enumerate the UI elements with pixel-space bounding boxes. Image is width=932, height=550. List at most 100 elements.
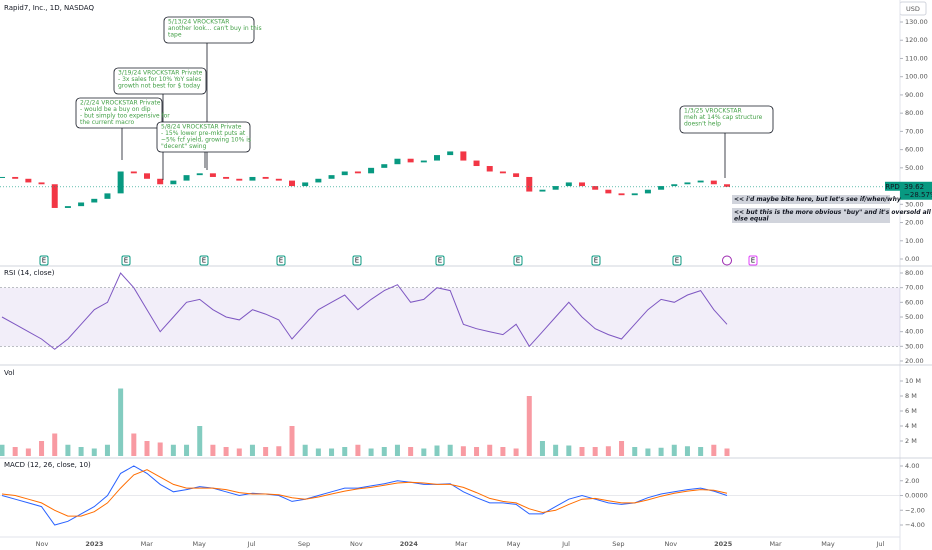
x-tick-label: Mar [455, 540, 468, 548]
volume-bar [249, 444, 255, 456]
earnings-label: E [355, 257, 359, 265]
y-tick-label: 40.00 [905, 328, 924, 336]
volume-bar [724, 448, 730, 456]
candle [275, 178, 282, 181]
candle [368, 167, 375, 174]
candle [0, 176, 5, 178]
note-text: else equal [734, 216, 770, 223]
volume-bar [197, 426, 203, 456]
earnings-marker [672, 255, 682, 266]
volume-bar [684, 446, 690, 456]
callout-box [156, 121, 251, 153]
callout-text: the current macro [80, 119, 134, 126]
candle [644, 189, 651, 194]
volume-bar [605, 446, 611, 456]
line [1, 469, 728, 517]
candle [249, 176, 256, 181]
candle [354, 171, 361, 174]
earnings-marker [121, 255, 131, 266]
volume-bar [289, 426, 295, 456]
candle [539, 189, 546, 192]
candle [51, 184, 58, 208]
candle [618, 193, 625, 196]
volume-bar [25, 448, 31, 456]
volume-bar [276, 446, 282, 456]
dividend-marker [722, 255, 732, 266]
volume-bar [658, 447, 664, 456]
y-tick-label: 30.00 [905, 200, 924, 208]
currency[interactable]: USD [906, 5, 920, 13]
y-tick-label: 110.00 [905, 54, 928, 62]
volume-bar [0, 444, 5, 456]
callout-box [75, 97, 163, 129]
callout-text: growth not best for $ today [118, 83, 201, 90]
volume-bar [566, 445, 572, 456]
candle [697, 180, 704, 183]
y-tick-label: 30.00 [905, 342, 924, 350]
volume-bar [671, 444, 677, 456]
volume-bar [381, 447, 387, 456]
y-tick-label: 50.00 [905, 164, 924, 172]
callout-text: 1/3/25 VROCKSTAR [684, 108, 742, 115]
volume-bar [474, 447, 480, 456]
earnings-label: E [42, 257, 46, 265]
change-label: −28.57% [904, 191, 932, 199]
candle [434, 155, 440, 161]
candle [130, 171, 137, 174]
volume-bar [539, 441, 545, 456]
candle [499, 171, 506, 174]
x-tick-label: Jul [561, 540, 570, 548]
candle [473, 160, 480, 167]
earnings-marker [276, 255, 286, 266]
candle [91, 198, 98, 203]
candle [420, 160, 427, 163]
note-box [732, 208, 890, 223]
candle [671, 184, 678, 187]
volume-bar [460, 446, 466, 456]
candle [341, 171, 348, 176]
candle [407, 158, 414, 163]
candle [302, 182, 309, 187]
volume-bar [434, 445, 440, 456]
y-tick-label: 130.00 [905, 18, 928, 26]
y-tick-label: 60.00 [905, 146, 924, 154]
candle [64, 206, 71, 208]
candle [552, 186, 559, 190]
volume-bar [421, 448, 427, 456]
x-tick-label: May [192, 540, 206, 548]
y-tick-label: 2 M [905, 437, 917, 445]
y-tick-label: 60.00 [905, 298, 924, 306]
candle [262, 176, 269, 179]
y-tick-label: 90.00 [905, 91, 924, 99]
callout-text: "decent" swing [161, 143, 207, 150]
volume-bar [12, 447, 18, 456]
y-tick-label: 100.00 [905, 73, 928, 81]
candle [447, 151, 454, 156]
price-label: 39.62 [904, 183, 924, 191]
candle [289, 180, 295, 187]
volume-bar [329, 448, 335, 456]
callout-text: 5/8/24 VROCKSTAR Private [161, 124, 242, 131]
note-box [732, 195, 890, 204]
candle [196, 173, 203, 176]
x-tick-label: Nov [36, 540, 49, 548]
candle [526, 176, 533, 192]
callout-text: - but simply too expensive for [80, 113, 170, 120]
callout-text: meh at 14% cap structure [684, 114, 763, 121]
candle [183, 175, 190, 181]
volume-bar [104, 444, 110, 456]
callout-text: - 3x sales for 10% YoY sales [118, 76, 201, 83]
volume-bar [39, 441, 45, 456]
volume-bar [487, 444, 493, 456]
earnings-marker [748, 255, 758, 266]
x-tick-label: Nov [350, 540, 363, 548]
volume-bar [592, 447, 598, 456]
candle [315, 178, 322, 183]
earnings-label: E [516, 257, 520, 265]
callout-text: doesn't help [684, 121, 721, 128]
y-tick-label: 20.00 [905, 219, 924, 227]
earnings-marker [435, 255, 445, 266]
candle [157, 178, 164, 185]
candle [592, 186, 599, 190]
x-tick-label: 2023 [85, 540, 103, 548]
